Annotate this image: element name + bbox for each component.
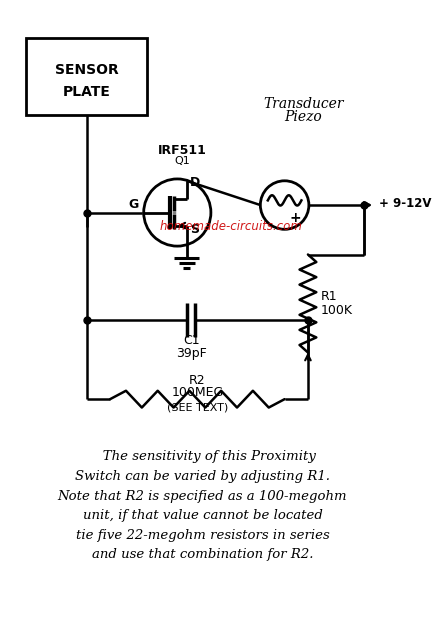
Text: D: D [190,177,200,189]
Text: Piezo: Piezo [284,110,322,124]
Text: homemade-circuits.com: homemade-circuits.com [160,220,302,233]
Text: R2: R2 [189,374,205,387]
Text: PLATE: PLATE [62,85,111,99]
Text: IRF511: IRF511 [157,144,206,157]
Text: G: G [128,198,139,211]
Bar [26,38,147,114]
Text: 39pF: 39pF [175,347,206,360]
Text: Q1: Q1 [174,156,189,166]
Text: S: S [190,223,199,236]
Text: tie five 22-megohm resistors in series: tie five 22-megohm resistors in series [76,529,329,542]
Text: SENSOR: SENSOR [55,63,118,77]
Text: + 9-12V: + 9-12V [378,197,431,210]
Text: Transducer: Transducer [263,97,343,111]
Text: +: + [289,211,301,225]
Text: and use that combination for R2.: and use that combination for R2. [92,549,312,561]
Text: 100K: 100K [320,304,352,318]
Text: The sensitivity of this Proximity: The sensitivity of this Proximity [89,450,315,464]
Text: unit, if that value cannot be located: unit, if that value cannot be located [82,509,322,522]
Text: C1: C1 [183,334,199,347]
Text: Note that R2 is specified as a 100-megohm: Note that R2 is specified as a 100-megoh… [58,490,346,503]
Text: (SEE TEXT): (SEE TEXT) [166,403,227,412]
Text: R1: R1 [320,290,337,302]
Text: 100MEG: 100MEG [171,386,223,399]
Text: Switch can be varied by adjusting R1.: Switch can be varied by adjusting R1. [75,470,329,483]
